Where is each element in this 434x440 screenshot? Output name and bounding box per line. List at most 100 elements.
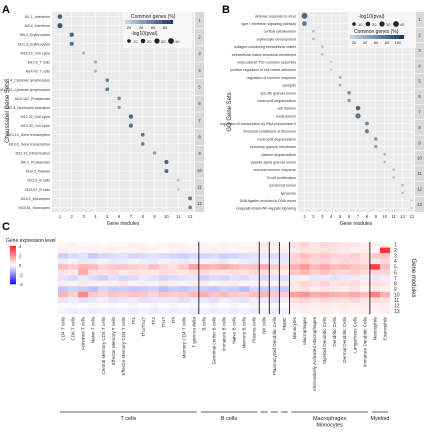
heatmap-cell: [279, 264, 290, 270]
heatmap-cell: [229, 264, 240, 270]
row-label: 1: [394, 243, 397, 249]
heatmap-cell: [269, 247, 280, 254]
heatmap-cell: [108, 308, 119, 315]
heatmap-cell: [68, 291, 79, 298]
heatmap-cell: [88, 291, 99, 298]
heatmap-cell: [349, 291, 361, 298]
module-label: 11: [197, 185, 202, 190]
heatmap-cell: [178, 247, 189, 254]
heatmap-cell: [289, 291, 300, 298]
heatmap-cell: [98, 286, 109, 293]
legend-color-step: [375, 35, 378, 39]
y-tick-label: defense response to virus: [255, 14, 296, 18]
legend-color-step: [149, 20, 151, 24]
heatmap-cell: [98, 291, 109, 298]
heatmap-cell: [359, 264, 371, 270]
heatmap-cell: [289, 297, 300, 304]
heatmap-cell: [369, 247, 381, 254]
heatmap-cell: [309, 302, 320, 309]
column-label: Macrophages: [302, 316, 307, 345]
legend-color-step: [393, 35, 396, 39]
heatmap-cell: [229, 258, 240, 265]
legend-color-step: [10, 253, 16, 255]
group-label: T cells: [121, 416, 137, 422]
legend-color-step: [10, 266, 16, 269]
heatmap-cell: [349, 258, 361, 265]
column-label: Naive T cells: [91, 316, 96, 343]
legend-color-step: [10, 262, 16, 264]
heatmap-cell: [208, 269, 220, 276]
heatmap-cell: [138, 302, 149, 309]
heatmap-cell: [188, 264, 200, 270]
x-tick-label: 6: [118, 214, 121, 219]
column-label: Langerhans Cells: [352, 316, 357, 352]
data-point: [69, 32, 74, 37]
heatmap-cell: [259, 308, 270, 315]
heatmap-cell: [88, 297, 99, 304]
heatmap-cell: [239, 242, 250, 248]
heatmap-cell: [158, 242, 169, 248]
column-label: Myeloid Dendritic Cells: [322, 316, 327, 363]
heatmap-cell: [78, 291, 89, 298]
legend-color-step: [144, 20, 146, 24]
heatmap-cell: [269, 264, 280, 270]
heatmap-cell: [88, 308, 99, 315]
legend-color-step: [133, 20, 135, 24]
heatmap-cell: [198, 253, 210, 259]
data-point: [330, 68, 333, 71]
data-point: [374, 137, 378, 141]
y-tick-label: B cell proliferation: [267, 176, 296, 180]
heatmap-cell: [369, 242, 381, 248]
heatmap-cell: [158, 286, 169, 293]
data-point: [301, 12, 308, 19]
heatmap-cell: [58, 242, 69, 248]
legend-color-title: Common genes (%): [131, 14, 176, 20]
data-point: [57, 23, 63, 29]
y-tick-label: M5.4_Cytotoxic lymphocytes: [4, 79, 50, 83]
legend-size-tick: 40: [400, 22, 405, 27]
data-point: [355, 113, 361, 119]
row-label: 8: [394, 281, 397, 287]
row-label: 4: [394, 259, 397, 265]
heatmap-cell: [329, 242, 340, 248]
heatmap-cell: [319, 291, 330, 298]
heatmap-cell: [128, 264, 139, 270]
heatmap-cell: [188, 258, 200, 265]
legend-color-step: [10, 258, 16, 260]
heatmap-cell: [108, 275, 119, 281]
heatmap-cell: [339, 308, 350, 315]
heatmap-cell: [299, 275, 310, 281]
legend-color-step: [155, 20, 158, 24]
heatmap-cell: [218, 242, 230, 248]
heatmap-cell: [329, 302, 340, 309]
heatmap-cell: [229, 242, 240, 248]
heatmap-cell: [58, 264, 69, 270]
legend-color-step: [402, 35, 405, 39]
heatmap-cell: [108, 258, 119, 265]
heatmap-cell: [158, 297, 169, 304]
heatmap-cell: [158, 247, 169, 254]
heatmap-cell: [299, 242, 310, 248]
heatmap-cell: [108, 253, 119, 259]
y-tick-label: collagen-containing extracellular matrix: [234, 45, 296, 49]
heatmap-cell: [279, 242, 290, 248]
module-label: 1: [418, 17, 421, 22]
heatmap-cell: [279, 297, 290, 304]
heatmap-cell: [208, 308, 220, 315]
heatmap-cell: [88, 269, 99, 276]
legend-color-step: [126, 20, 129, 24]
heatmap-cell: [178, 242, 189, 248]
heatmap-cell: [229, 297, 240, 304]
heatmap-cell: [359, 269, 371, 276]
x-tick-label: 4: [94, 214, 97, 219]
legend-color-step: [400, 35, 403, 39]
heatmap-cell: [299, 247, 310, 254]
y-tick-label: secretory granule membrane: [250, 145, 296, 149]
heatmap-cell: [98, 247, 109, 254]
heatmap-cell: [379, 242, 391, 248]
heatmap-cell: [98, 280, 109, 287]
heatmap-cell: [128, 275, 139, 281]
heatmap-cell: [229, 280, 240, 287]
heatmap-cell: [208, 275, 220, 281]
